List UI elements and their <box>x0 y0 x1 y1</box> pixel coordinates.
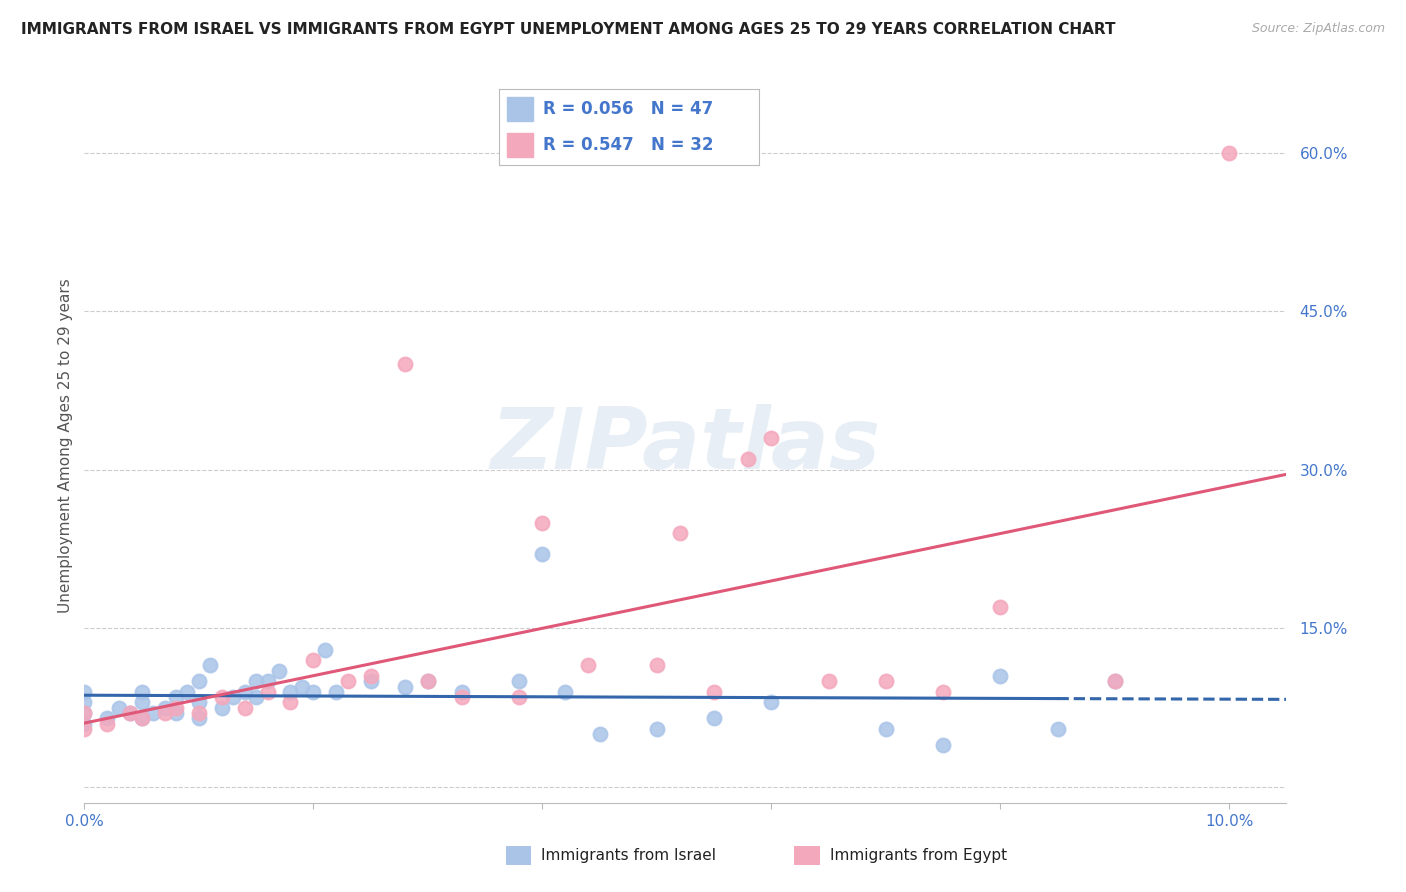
Text: Immigrants from Israel: Immigrants from Israel <box>541 848 716 863</box>
Point <box>761 695 783 709</box>
Point <box>668 526 690 541</box>
Point <box>1104 674 1126 689</box>
Text: Immigrants from Egypt: Immigrants from Egypt <box>830 848 1007 863</box>
Point <box>416 674 439 689</box>
Point <box>165 700 187 714</box>
Point <box>120 706 142 720</box>
Point <box>200 658 222 673</box>
Point <box>256 685 278 699</box>
Point <box>280 685 302 699</box>
Bar <box>508 97 533 121</box>
Point <box>1104 674 1126 689</box>
Point <box>875 722 897 736</box>
Y-axis label: Unemployment Among Ages 25 to 29 years: Unemployment Among Ages 25 to 29 years <box>58 278 73 614</box>
Point <box>302 685 325 699</box>
Point <box>165 706 187 720</box>
Point <box>336 674 359 689</box>
Point <box>531 516 554 530</box>
Point <box>256 674 278 689</box>
Point <box>451 685 474 699</box>
Point <box>211 700 233 714</box>
Point <box>211 690 233 704</box>
Point <box>267 664 290 678</box>
Point <box>531 547 554 561</box>
Point <box>245 674 267 689</box>
Point <box>73 685 96 699</box>
Point <box>1046 722 1069 736</box>
Point <box>153 706 176 720</box>
Text: ZIPatlas: ZIPatlas <box>491 404 880 488</box>
Point <box>508 674 530 689</box>
Point <box>187 706 209 720</box>
Point <box>131 695 153 709</box>
Point <box>176 685 198 699</box>
Point <box>142 706 165 720</box>
Text: IMMIGRANTS FROM ISRAEL VS IMMIGRANTS FROM EGYPT UNEMPLOYMENT AMONG AGES 25 TO 29: IMMIGRANTS FROM ISRAEL VS IMMIGRANTS FRO… <box>21 22 1115 37</box>
Point <box>817 674 839 689</box>
Point <box>73 695 96 709</box>
Point <box>187 674 209 689</box>
Point <box>73 706 96 720</box>
Point <box>703 711 725 725</box>
Point <box>703 685 725 699</box>
Point <box>302 653 325 667</box>
Point <box>988 600 1011 615</box>
Point <box>314 642 336 657</box>
Point <box>120 706 142 720</box>
Point <box>554 685 576 699</box>
Point <box>96 716 118 731</box>
Point <box>394 357 416 371</box>
Point <box>73 722 96 736</box>
Point <box>153 700 176 714</box>
Point <box>187 711 209 725</box>
Point <box>932 685 955 699</box>
Point <box>932 738 955 752</box>
Point <box>325 685 347 699</box>
Point <box>233 700 256 714</box>
Point <box>73 706 96 720</box>
Point <box>96 711 118 725</box>
Text: R = 0.056   N = 47: R = 0.056 N = 47 <box>543 100 714 118</box>
Point <box>508 690 530 704</box>
Point <box>360 669 382 683</box>
Bar <box>508 133 533 158</box>
Point <box>187 695 209 709</box>
Point <box>761 431 783 445</box>
Point <box>360 674 382 689</box>
Point <box>131 711 153 725</box>
Point <box>576 658 599 673</box>
Point <box>1218 145 1240 160</box>
Point <box>394 680 416 694</box>
Point <box>245 690 267 704</box>
Point <box>222 690 245 704</box>
Point <box>131 685 153 699</box>
Text: Source: ZipAtlas.com: Source: ZipAtlas.com <box>1251 22 1385 36</box>
Point <box>737 452 759 467</box>
Point <box>875 674 897 689</box>
Point <box>988 669 1011 683</box>
Point <box>233 685 256 699</box>
Point <box>131 711 153 725</box>
Point <box>416 674 439 689</box>
Point <box>165 690 187 704</box>
Point <box>73 716 96 731</box>
Point <box>280 695 302 709</box>
Point <box>645 722 668 736</box>
Point <box>107 700 129 714</box>
Point <box>645 658 668 673</box>
Point <box>291 680 314 694</box>
Point <box>588 727 610 741</box>
Text: R = 0.547   N = 32: R = 0.547 N = 32 <box>543 136 714 154</box>
Point <box>451 690 474 704</box>
